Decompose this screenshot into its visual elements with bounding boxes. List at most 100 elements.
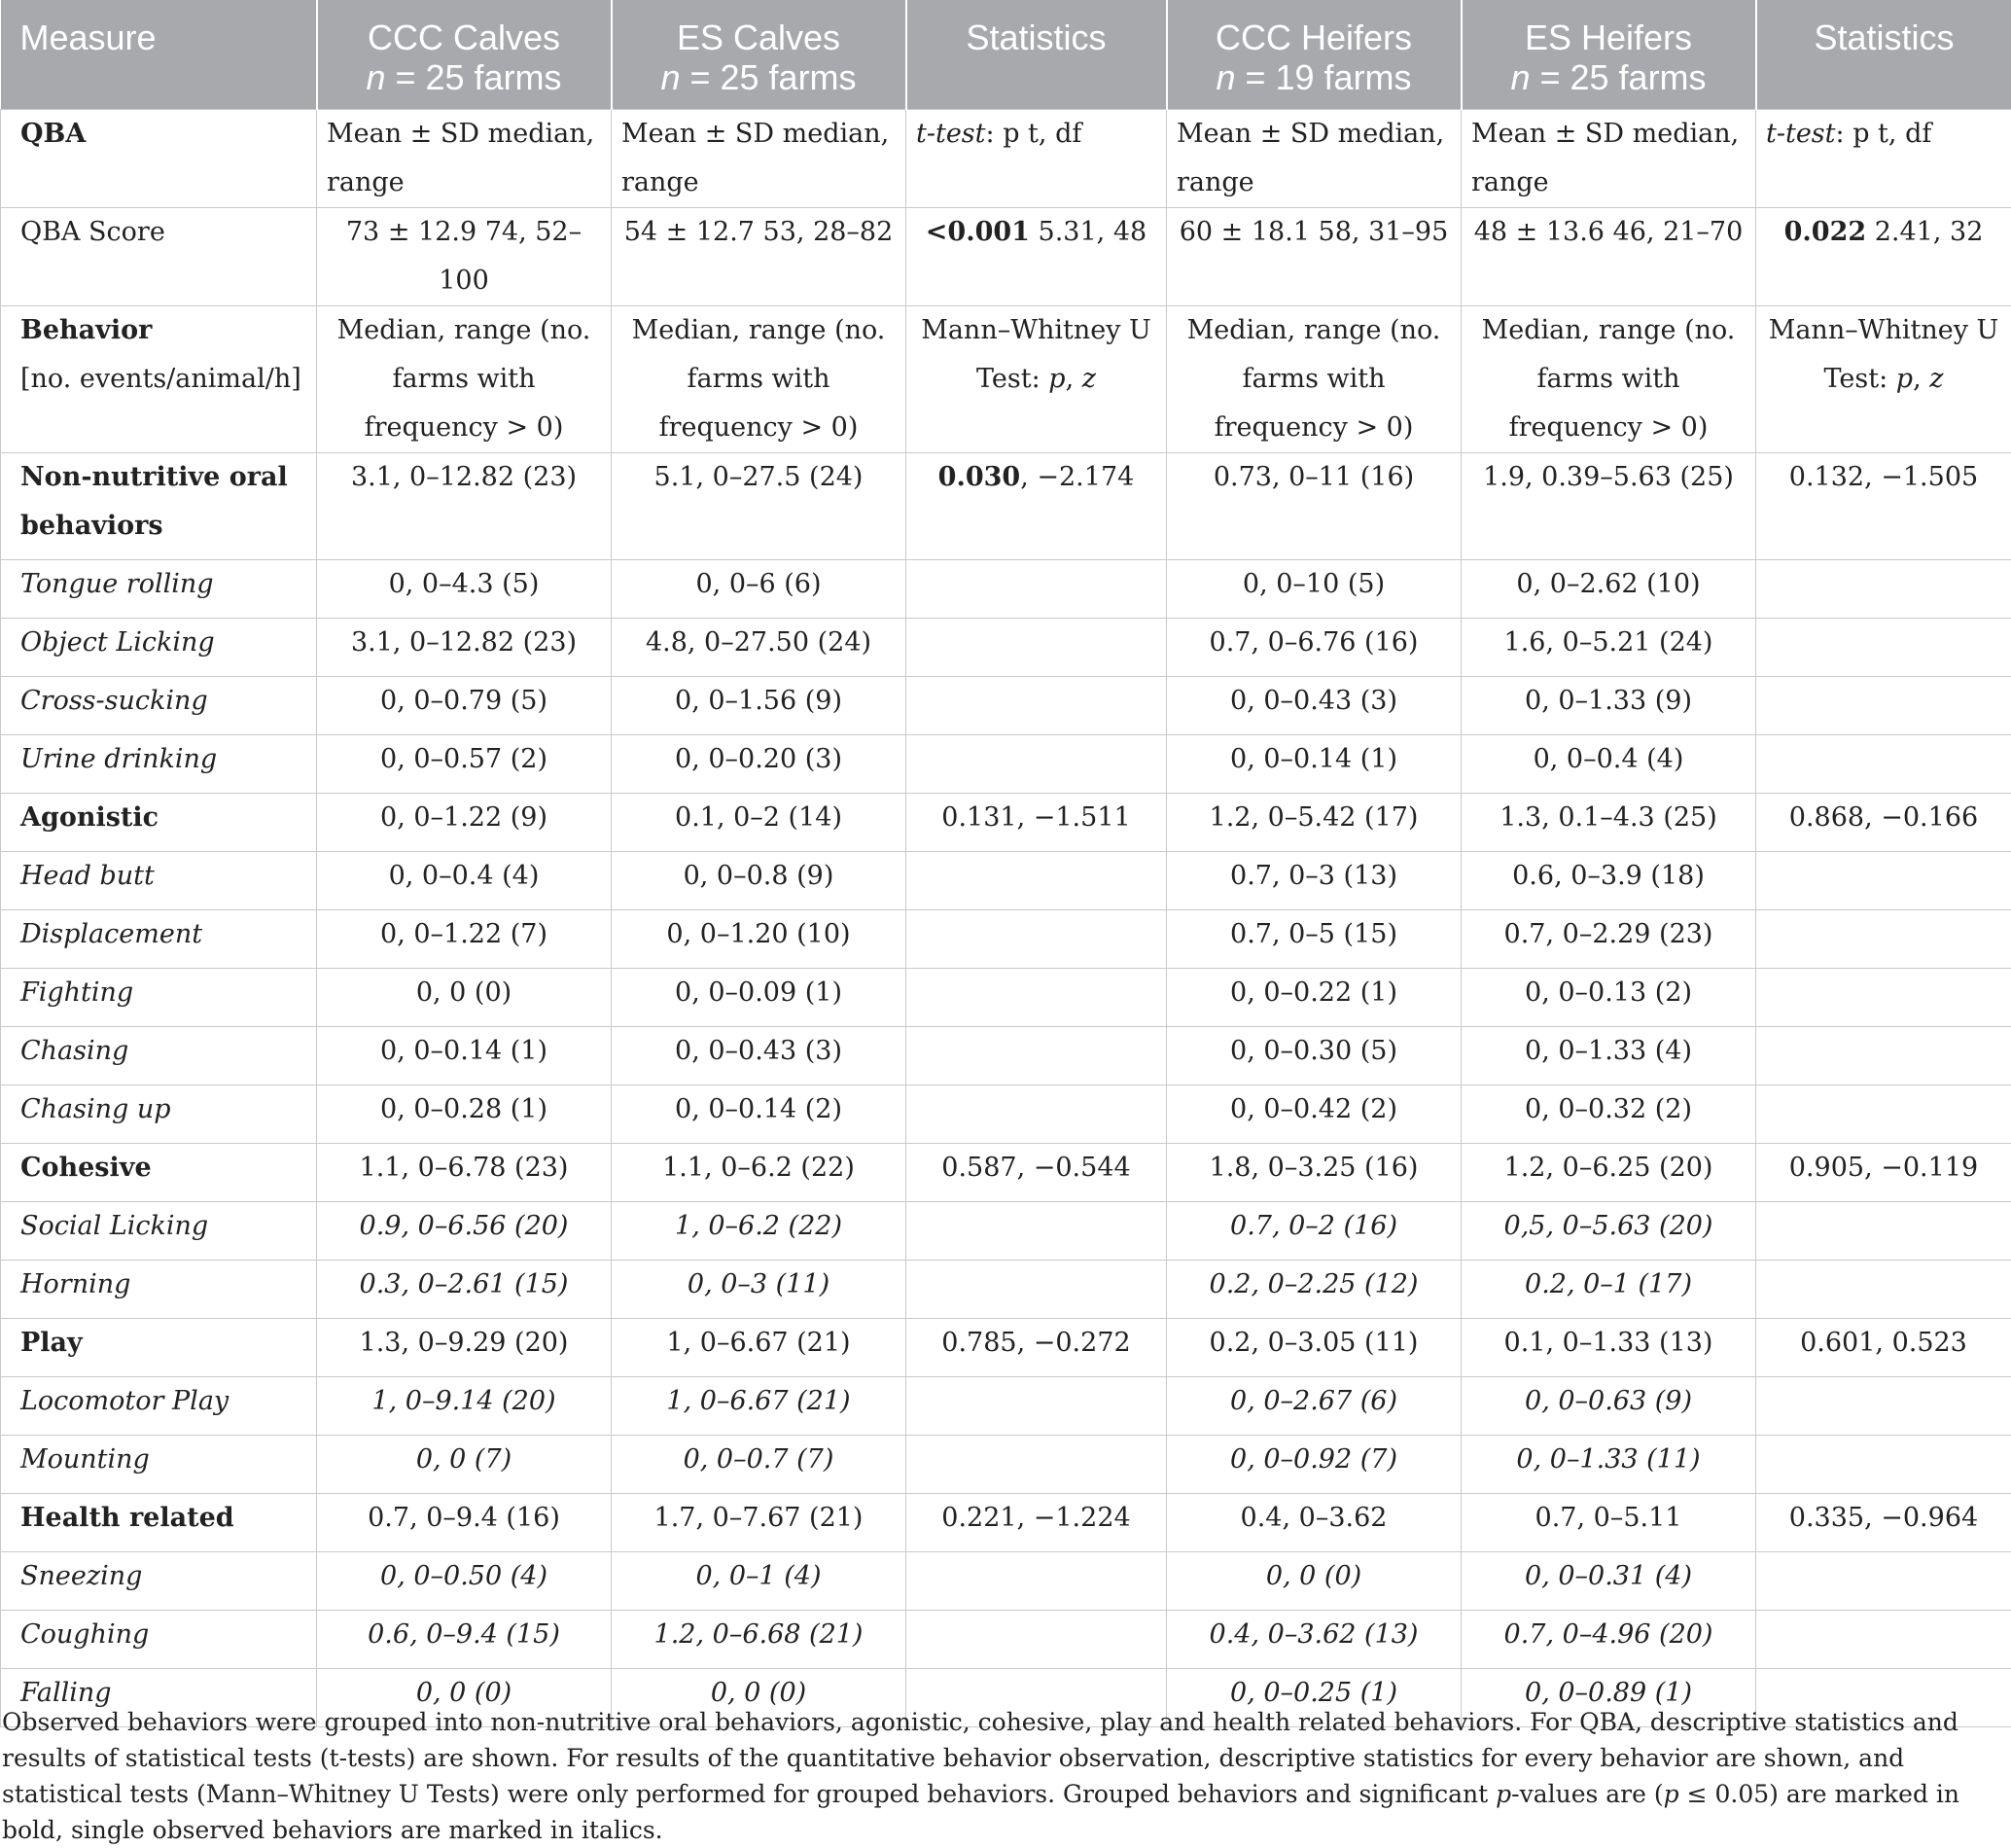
cell-ccc-calves: 0.9, 0–6.56 (20) <box>317 1201 612 1260</box>
cell-es-heifers: 0.7, 0–2.29 (23) <box>1462 909 1756 968</box>
cell-stat <box>906 1201 1167 1260</box>
cell-stat2 <box>1756 1260 2011 1318</box>
cell-es-calves: 0, 0–6 (6) <box>612 559 906 618</box>
behavior-ccc-heifers-desc: Median, range (no. farms with frequency … <box>1167 305 1462 452</box>
cell-stat2 <box>1756 734 2011 793</box>
cell-ccc-calves: 0, 0–0.50 (4) <box>317 1551 612 1610</box>
cell-ccc-calves: 0, 0–0.14 (1) <box>317 1026 612 1084</box>
cell-ccc-calves: 0, 0–1.22 (9) <box>317 793 612 851</box>
row-label: Health related <box>1 1493 317 1551</box>
cell-stat2: 0.601, 0.523 <box>1756 1318 2011 1376</box>
cell-ccc-calves: 0.3, 0–2.61 (15) <box>317 1260 612 1318</box>
qba-score-ccc-heifers: 60 ± 18.1 58, 31–95 <box>1167 207 1462 305</box>
cell-stat2 <box>1756 1610 2011 1668</box>
cell-stat <box>906 851 1167 909</box>
cell-ccc-heifers: 0, 0–10 (5) <box>1167 559 1462 618</box>
cell-stat <box>906 1376 1167 1435</box>
cell-stat2 <box>1756 618 2011 676</box>
cell-stat <box>906 1026 1167 1084</box>
cell-es-heifers: 1.9, 0.39–5.63 (25) <box>1462 452 1756 559</box>
row-label: Head butt <box>1 851 317 909</box>
cell-ccc-heifers: 0.4, 0–3.62 <box>1167 1493 1462 1551</box>
row-label: Play <box>1 1318 317 1376</box>
cell-es-calves: 0, 0–0.09 (1) <box>612 968 906 1026</box>
cell-ccc-heifers: 0.2, 0–2.25 (12) <box>1167 1260 1462 1318</box>
cell-es-heifers: 0, 0–0.4 (4) <box>1462 734 1756 793</box>
cell-stat2 <box>1756 851 2011 909</box>
cell-es-calves: 1.2, 0–6.68 (21) <box>612 1610 906 1668</box>
header-statistics-heifers: Statistics <box>1756 0 2011 109</box>
cell-stat <box>906 618 1167 676</box>
cell-stat: 0.131, −1.511 <box>906 793 1167 851</box>
header-ccc-heifers: CCC Heifers n = 19 farms <box>1167 0 1462 109</box>
row-label: Coughing <box>1 1610 317 1668</box>
qba-es-heifers-desc: Mean ± SD median, range <box>1462 109 1756 207</box>
header-ccc-calves: CCC Calves n = 25 farms <box>317 0 612 109</box>
cell-ccc-calves: 3.1, 0–12.82 (23) <box>317 452 612 559</box>
qba-score-ccc-calves: 73 ± 12.9 74, 52–100 <box>317 207 612 305</box>
cell-ccc-calves: 3.1, 0–12.82 (23) <box>317 618 612 676</box>
cell-stat2 <box>1756 1435 2011 1493</box>
cell-stat2: 0.868, −0.166 <box>1756 793 2011 851</box>
row-label: Fighting <box>1 968 317 1026</box>
cell-ccc-heifers: 0, 0–0.92 (7) <box>1167 1435 1462 1493</box>
row-label: Object Licking <box>1 618 317 676</box>
cell-stat: 0.785, −0.272 <box>906 1318 1167 1376</box>
cell-ccc-calves: 0, 0–0.57 (2) <box>317 734 612 793</box>
cell-ccc-heifers: 1.2, 0–5.42 (17) <box>1167 793 1462 851</box>
behavior-stat-desc: Mann–Whitney U Test: p, z <box>906 305 1167 452</box>
cell-ccc-heifers: 0.7, 0–2 (16) <box>1167 1201 1462 1260</box>
cell-es-calves: 0, 0–1.20 (10) <box>612 909 906 968</box>
cell-es-heifers: 0.7, 0–4.96 (20) <box>1462 1610 1756 1668</box>
cell-es-calves: 0, 0–1 (4) <box>612 1551 906 1610</box>
cell-es-calves: 1, 0–6.67 (21) <box>612 1376 906 1435</box>
cell-stat <box>906 734 1167 793</box>
cell-ccc-calves: 1, 0–9.14 (20) <box>317 1376 612 1435</box>
cell-ccc-heifers: 0, 0–2.67 (6) <box>1167 1376 1462 1435</box>
cell-es-heifers: 0, 0–0.31 (4) <box>1462 1551 1756 1610</box>
cell-ccc-heifers: 0, 0–0.22 (1) <box>1167 968 1462 1026</box>
qba-es-calves-desc: Mean ± SD median, range <box>612 109 906 207</box>
cell-ccc-calves: 0.6, 0–9.4 (15) <box>317 1610 612 1668</box>
cell-stat2 <box>1756 1084 2011 1143</box>
cell-es-heifers: 0, 0–1.33 (11) <box>1462 1435 1756 1493</box>
header-measure: Measure <box>1 0 317 109</box>
cell-stat <box>906 676 1167 734</box>
cell-stat <box>906 559 1167 618</box>
cell-es-calves: 0, 0–0.7 (7) <box>612 1435 906 1493</box>
behavior-ccc-calves-desc: Median, range (no. farms with frequency … <box>317 305 612 452</box>
cell-stat2 <box>1756 909 2011 968</box>
cell-es-calves: 0.1, 0–2 (14) <box>612 793 906 851</box>
row-label: Agonistic <box>1 793 317 851</box>
row-label: Horning <box>1 1260 317 1318</box>
cell-ccc-heifers: 0, 0–0.43 (3) <box>1167 676 1462 734</box>
row-label: Non-nutritive oral behaviors <box>1 452 317 559</box>
cell-es-calves: 5.1, 0–27.5 (24) <box>612 452 906 559</box>
cell-ccc-heifers: 0.2, 0–3.05 (11) <box>1167 1318 1462 1376</box>
cell-stat2 <box>1756 676 2011 734</box>
row-label: Tongue rolling <box>1 559 317 618</box>
row-label: Cohesive <box>1 1143 317 1201</box>
cell-stat: 0.587, −0.544 <box>906 1143 1167 1201</box>
cell-es-calves: 0, 0–0.14 (2) <box>612 1084 906 1143</box>
cell-stat: 0.221, −1.224 <box>906 1493 1167 1551</box>
cell-ccc-calves: 0, 0 (0) <box>317 968 612 1026</box>
qba-label: QBA <box>1 109 317 207</box>
cell-es-calves: 1, 0–6.67 (21) <box>612 1318 906 1376</box>
qba-stat-desc: t-test: p t, df <box>906 109 1167 207</box>
cell-es-heifers: 0.6, 0–3.9 (18) <box>1462 851 1756 909</box>
cell-es-heifers: 0, 0–1.33 (4) <box>1462 1026 1756 1084</box>
table-caption: Observed behaviors were grouped into non… <box>0 1704 2011 1848</box>
cell-stat <box>906 1551 1167 1610</box>
cell-es-calves: 0, 0–0.20 (3) <box>612 734 906 793</box>
cell-ccc-calves: 0, 0–0.28 (1) <box>317 1084 612 1143</box>
row-label: Social Licking <box>1 1201 317 1260</box>
header-statistics-calves: Statistics <box>906 0 1167 109</box>
